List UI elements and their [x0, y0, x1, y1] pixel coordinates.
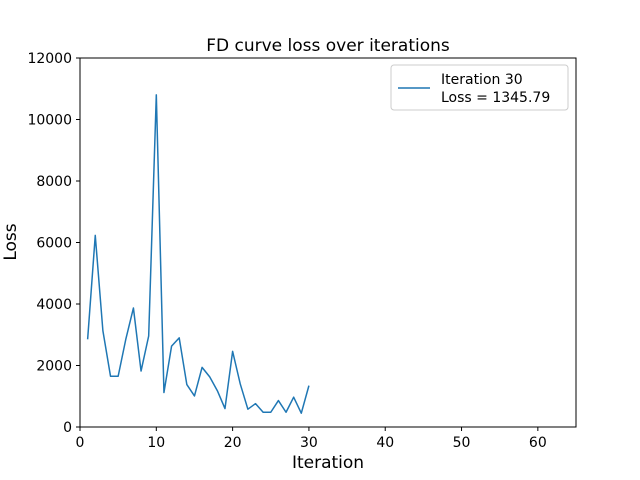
- x-tick-label: 20: [224, 435, 242, 451]
- legend-box: [390, 64, 569, 111]
- y-tick-label: 8000: [36, 174, 72, 190]
- x-axis-label: Iteration: [292, 453, 364, 473]
- x-tick-label: 40: [376, 435, 394, 451]
- series-line-0: [86, 94, 310, 414]
- y-tick-label: 12000: [27, 51, 72, 67]
- y-tick-label: 6000: [36, 236, 72, 252]
- legend-entry-line-1: Loss = 1345.79: [441, 90, 550, 106]
- x-tick-label: 30: [300, 435, 318, 451]
- chart-title: FD curve loss over iterations: [206, 36, 450, 56]
- x-tick-label: 10: [147, 435, 165, 451]
- y-tick-label: 2000: [36, 359, 72, 375]
- x-tick-label: 60: [529, 435, 547, 451]
- legend-entry-line-0: Iteration 30: [441, 72, 523, 88]
- legend: Iteration 30 Loss = 1345.79: [390, 64, 569, 111]
- y-tick-label: 10000: [27, 113, 72, 129]
- y-axis-label: Loss: [1, 223, 21, 260]
- y-tick-label: 4000: [36, 297, 72, 313]
- y-tick-label: 0: [63, 420, 72, 436]
- plot-frame: [79, 57, 577, 428]
- x-tick-label: 50: [453, 435, 471, 451]
- x-tick-label: 0: [76, 435, 85, 451]
